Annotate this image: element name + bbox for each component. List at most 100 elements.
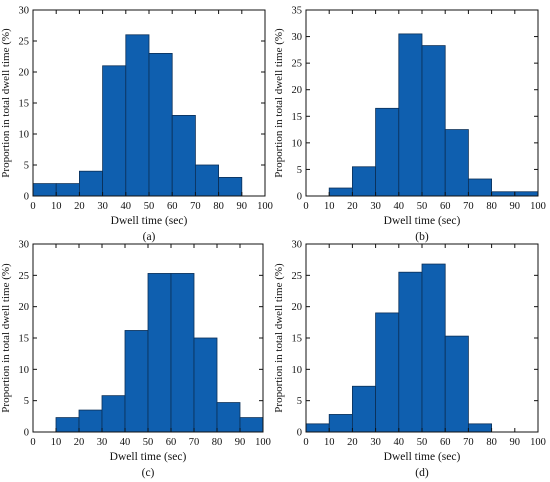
histogram-bar-d-20-30 — [351, 385, 376, 433]
histogram-bar-d-0-10 — [305, 423, 330, 433]
x-tick-label-d-30: 30 — [370, 437, 381, 448]
y-axis-label-a: Proportion in total dwell time (%) — [0, 28, 12, 178]
y-tick-label-a-5: 5 — [24, 161, 29, 172]
y-axis-label-d: Proportion in total dwell time (%) — [273, 263, 285, 413]
y-tick-label-b-35: 35 — [292, 6, 303, 17]
histogram-bar-d-50-60 — [421, 263, 446, 433]
y-tick-label-a-10: 10 — [19, 130, 30, 141]
x-tick-label-b-10: 10 — [324, 201, 335, 212]
histogram-bar-b-10-20 — [328, 187, 353, 197]
histogram-bar-c-10-20 — [55, 417, 80, 433]
y-tick-label-c-0: 0 — [24, 428, 29, 439]
y-tick-label-b-15: 15 — [292, 112, 303, 123]
y-tick-label-d-15: 15 — [292, 334, 303, 345]
x-tick-label-a-20: 20 — [74, 201, 85, 212]
x-tick-label-b-80: 80 — [486, 201, 497, 212]
x-tick-label-b-20: 20 — [347, 201, 358, 212]
x-tick-label-d-20: 20 — [347, 437, 358, 448]
histogram-bar-c-80-90 — [216, 402, 241, 433]
x-tick-label-c-80: 80 — [212, 437, 223, 448]
y-tick-label-c-20: 20 — [19, 302, 30, 313]
y-tick-label-b-10: 10 — [292, 138, 303, 149]
x-tick-label-d-100: 100 — [530, 437, 546, 448]
histogram-bar-b-20-30 — [351, 166, 376, 197]
x-tick-label-a-60: 60 — [167, 201, 178, 212]
x-tick-label-d-80: 80 — [486, 437, 497, 448]
histogram-bar-c-40-50 — [124, 330, 149, 433]
histogram-bar-a-80-90 — [218, 176, 243, 197]
x-tick-label-c-0: 0 — [30, 437, 35, 448]
x-tick-label-a-10: 10 — [51, 201, 62, 212]
x-tick-label-a-90: 90 — [237, 201, 248, 212]
chart-panel-c: 0 10 20 30 40 50 60 70 80 90 100051015202530Dwell … — [0, 240, 271, 480]
x-tick-label-b-90: 90 — [510, 201, 521, 212]
x-tick-label-a-50: 50 — [144, 201, 155, 212]
histogram-bar-a-30-40 — [102, 65, 127, 197]
x-tick-label-a-30: 30 — [97, 201, 108, 212]
y-tick-label-a-15: 15 — [19, 99, 30, 110]
y-tick-label-a-20: 20 — [19, 68, 30, 79]
y-tick-label-b-5: 5 — [297, 165, 302, 176]
x-tick-label-c-30: 30 — [97, 437, 108, 448]
y-tick-label-a-25: 25 — [19, 37, 30, 48]
chart-panel-a: 0 10 20 30 40 50 60 70 80 90 100051015202530Dwell … — [0, 6, 273, 244]
histogram-bar-a-20-30 — [79, 170, 104, 197]
histogram-bar-d-40-50 — [398, 271, 423, 433]
chart-panel-b: 0 10 20 30 40 50 60 70 80 90 100 0 5 10 15 20 25 30 35 Dwel… — [273, 6, 546, 244]
y-tick-label-a-0: 0 — [24, 192, 29, 203]
x-tick-label-b-0: 0 — [303, 201, 308, 212]
y-tick-label-b-20: 20 — [292, 85, 303, 96]
x-tick-label-b-60: 60 — [440, 201, 451, 212]
x-axis-label-d: Dwell time (sec) — [384, 451, 461, 463]
histogram-bar-a-10-20 — [55, 183, 80, 197]
y-axis-label-b: Proportion in total dwell time (%) — [273, 28, 285, 178]
y-tick-label-b-25: 25 — [292, 59, 303, 70]
x-tick-label-c-90: 90 — [235, 437, 246, 448]
histogram-bar-c-90-100 — [239, 417, 264, 433]
panel-caption-b: (b) — [415, 231, 429, 243]
histogram-bar-c-20-30 — [78, 409, 103, 433]
y-tick-label-c-15: 15 — [19, 334, 30, 345]
x-axis-label-b: Dwell time (sec) — [384, 215, 461, 227]
histogram-bar-a-60-70 — [171, 115, 196, 197]
y-tick-label-d-0: 0 — [297, 428, 302, 439]
y-tick-label-d-10: 10 — [292, 365, 303, 376]
x-tick-label-d-70: 70 — [463, 437, 474, 448]
x-tick-label-b-100: 100 — [530, 201, 546, 212]
x-tick-label-b-30: 30 — [370, 201, 381, 212]
x-tick-label-a-70: 70 — [190, 201, 201, 212]
panel-caption-c: (c) — [142, 467, 155, 479]
histogram-bar-b-30-40 — [375, 107, 400, 197]
x-tick-label-b-40: 40 — [394, 201, 405, 212]
x-tick-label-a-80: 80 — [213, 201, 224, 212]
x-axis-label-a: Dwell time (sec) — [111, 215, 188, 227]
histogram-bar-b-50-60 — [421, 45, 446, 197]
x-tick-label-b-70: 70 — [463, 201, 474, 212]
x-tick-label-d-40: 40 — [394, 437, 405, 448]
y-tick-label-d-5: 5 — [297, 396, 302, 407]
histogram-bar-a-40-50 — [125, 34, 150, 197]
x-tick-label-c-60: 60 — [166, 437, 177, 448]
x-tick-label-d-50: 50 — [417, 437, 428, 448]
y-tick-label-c-10: 10 — [19, 365, 30, 376]
x-tick-label-c-50: 50 — [143, 437, 154, 448]
x-tick-label-c-20: 20 — [74, 437, 85, 448]
histogram-bar-b-90-100 — [514, 191, 539, 197]
chart-panel-d: 0 10 20 30 40 50 60 70 80 90 100051015202530Dwell … — [273, 240, 546, 480]
x-tick-label-c-100: 100 — [255, 437, 271, 448]
histogram-bar-b-60-70 — [444, 129, 469, 197]
panel-caption-d: (d) — [415, 467, 429, 479]
y-tick-label-d-25: 25 — [292, 271, 303, 282]
histogram-bar-c-70-80 — [193, 337, 218, 433]
x-tick-label-c-70: 70 — [189, 437, 200, 448]
y-tick-label-c-30: 30 — [19, 240, 30, 251]
x-tick-label-d-60: 60 — [440, 437, 451, 448]
histogram-bar-b-40-50 — [398, 33, 423, 197]
y-tick-label-c-25: 25 — [19, 271, 30, 282]
histogram-bar-a-50-60 — [148, 53, 173, 197]
x-tick-label-b-50: 50 — [417, 201, 428, 212]
histogram-bar-c-60-70 — [170, 273, 195, 433]
y-tick-label-b-30: 30 — [292, 32, 303, 43]
histogram-bar-c-50-60 — [147, 273, 172, 433]
y-tick-label-b-0: 0 — [297, 192, 302, 203]
